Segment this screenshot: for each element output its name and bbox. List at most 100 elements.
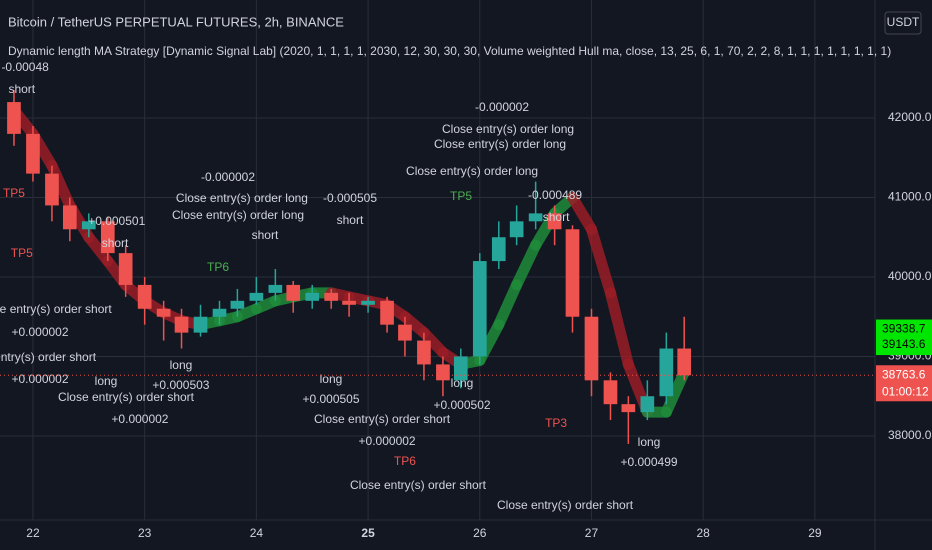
candle-body [621, 404, 636, 413]
candle-body [212, 308, 227, 317]
price-badge-label: 39143.6 [882, 337, 926, 351]
y-tick-label: 41000.0 [888, 190, 932, 204]
ma-segment [566, 191, 597, 235]
x-tick-label: 25 [361, 526, 375, 540]
trade-annotation: short [543, 210, 570, 224]
trade-annotation: Close entry(s) order long [434, 137, 566, 151]
candle-body [472, 261, 487, 357]
price-badge [876, 319, 932, 340]
strategy-label: Dynamic length MA Strategy [Dynamic Sign… [8, 44, 891, 58]
trade-annotation: Close entry(s) order long [172, 208, 304, 222]
candle-body [640, 396, 655, 413]
trade-annotation: TP3 [545, 416, 567, 430]
trade-annotation: +0.000002 [11, 372, 68, 386]
trade-annotation: -0.000002 [475, 100, 529, 114]
candle-body [45, 173, 59, 206]
currency[interactable]: USDT [887, 15, 920, 29]
trade-annotation: long [95, 374, 118, 388]
ma-segment [46, 160, 76, 211]
candle-body [305, 292, 320, 301]
x-tick-label: 29 [808, 526, 822, 540]
candle-body [118, 253, 133, 285]
trade-annotation: TP6 [207, 260, 229, 274]
price-badge-label: 39338.7 [882, 322, 926, 336]
ma-segment [604, 287, 634, 370]
candle-body [193, 316, 208, 333]
candle-body [26, 133, 40, 174]
candle-body [249, 292, 264, 301]
candle-body [286, 284, 301, 301]
trade-annotation: -0.000002 [201, 170, 255, 184]
trade-annotation: -0.00048 [1, 60, 49, 74]
trade-annotation: long [320, 372, 343, 386]
ma-segment [493, 279, 523, 331]
candle-body [659, 348, 674, 397]
candle-body [361, 300, 375, 305]
trade-annotation: short [337, 213, 364, 227]
candle-body [677, 348, 692, 376]
trade-annotation: TP5 [3, 186, 25, 200]
trade-annotation: TP5 [450, 189, 472, 203]
candle-body [380, 300, 394, 325]
candle-body [324, 292, 339, 301]
price-badge [876, 365, 932, 402]
trade-annotation: -0.000489 [528, 188, 582, 202]
trade-annotation: TP6 [394, 454, 416, 468]
trade-annotation: -0.000505 [323, 191, 377, 205]
trade-annotation: lose entry(s) order short [0, 302, 112, 316]
candle-body [398, 324, 412, 341]
y-tick-label: 42000.0 [888, 110, 932, 124]
countdown: 01:00:12 [882, 384, 929, 398]
trade-annotation: short [252, 228, 279, 242]
trade-annotation: +0.000002 [111, 412, 168, 426]
trade-annotation: Close entry(s) order short [314, 412, 451, 426]
ma-segment [511, 239, 542, 291]
candle-body [565, 229, 580, 317]
trade-annotation: +0.000503 [152, 378, 209, 392]
x-tick-label: 22 [26, 526, 40, 540]
trade-annotation: Close entry(s) order long [176, 191, 308, 205]
trade-annotation: +0.000002 [359, 434, 416, 448]
candle-body [156, 308, 171, 317]
x-tick-label: 28 [697, 526, 711, 540]
candle-body [436, 364, 450, 381]
candle-body [509, 221, 524, 238]
candle-body [528, 213, 543, 222]
currency-box[interactable] [884, 11, 922, 35]
price-badge-label: 38763.6 [882, 367, 926, 381]
price-badge [876, 335, 932, 356]
candle-body [100, 221, 115, 254]
trade-annotation: Close entry(s) order short [497, 498, 634, 512]
y-tick-label: 38000.0 [888, 428, 932, 442]
candle-body [547, 213, 562, 230]
trade-annotation: +0.000499 [620, 455, 677, 469]
trade-annotation: short [102, 236, 129, 250]
trade-annotation: Close entry(s) order short [58, 390, 195, 404]
trade-annotation: Close entry(s) order short [350, 478, 487, 492]
trade-annotation: +0.000505 [302, 392, 359, 406]
candle-body [417, 340, 431, 365]
ma-segment [585, 223, 616, 299]
trade-annotation: +0.000002 [11, 325, 68, 339]
trade-annotation: Close entry(s) order long [406, 164, 538, 178]
candle-body [584, 316, 599, 381]
trade-annotation: short [8, 82, 35, 96]
candle-body [230, 300, 245, 309]
x-tick-label: 24 [250, 526, 264, 540]
y-tick-label: 40000.0 [888, 269, 932, 283]
candle-body [491, 237, 506, 262]
trade-annotation: long [451, 376, 474, 390]
x-tick-label: 23 [138, 526, 152, 540]
ma-segment [660, 366, 690, 418]
candle-body [603, 380, 618, 405]
chart-title: Bitcoin / TetherUS PERPETUAL FUTURES, 2h… [8, 14, 344, 29]
candle-body [174, 316, 189, 333]
candle-body [342, 300, 356, 305]
candle-body [268, 284, 283, 293]
trade-annotation: Close entry(s) order long [442, 122, 574, 136]
trade-annotation: +0.000502 [433, 398, 490, 412]
trade-annotation: +0.000501 [88, 214, 145, 228]
candle-body [62, 205, 77, 230]
